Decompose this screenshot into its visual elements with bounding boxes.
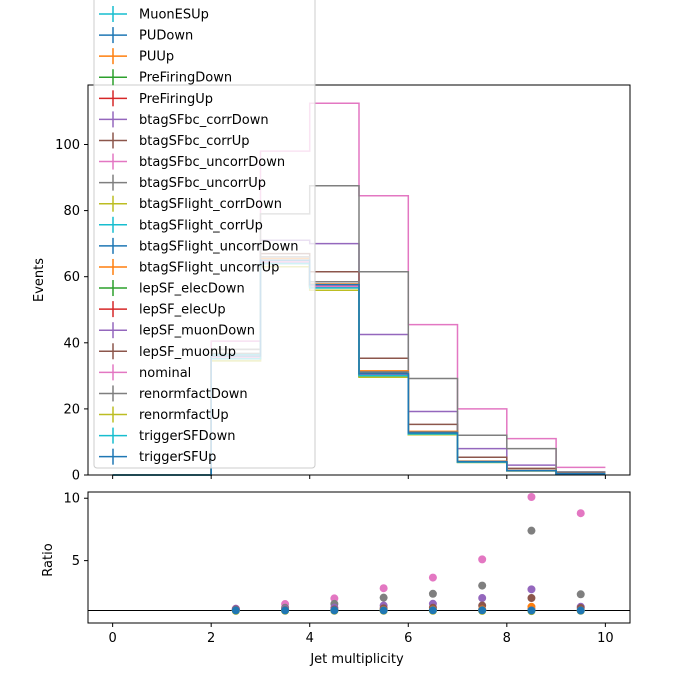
ratio-point-triggerSFUp <box>231 606 240 615</box>
ratio-point-btagSFbc_uncorrUp <box>576 590 585 599</box>
legend: MuonESUp PUDown PUUp PreFiringDown PreFiring… <box>93 0 316 469</box>
legend-label: btagSFlight_corrDown <box>139 197 282 212</box>
legend-label: PUUp <box>139 50 174 65</box>
x-tick-label: 0 <box>108 631 116 646</box>
ratio-points-layer <box>88 492 630 616</box>
ratio-point-btagSFbc_corrDown <box>527 585 536 594</box>
main-y-tick-label: 20 <box>63 402 80 417</box>
legend-item: PUDown <box>99 27 193 44</box>
legend-item: renormfactDown <box>99 385 248 402</box>
ratio-point-btagSFbc_uncorrDown <box>576 509 585 518</box>
legend-item: btagSFbc_uncorrDown <box>99 153 285 170</box>
legend-item: nominal <box>99 364 191 381</box>
legend-item: lepSF_muonDown <box>99 322 255 339</box>
legend-label: btagSFbc_corrUp <box>139 134 250 149</box>
legend-label: MuonESUp <box>139 8 209 23</box>
legend-label: PreFiringDown <box>139 71 232 86</box>
legend-label: btagSFbc_uncorrDown <box>139 155 285 170</box>
ratio-point-btagSFbc_uncorrDown <box>478 555 487 564</box>
legend-item: lepSF_elecUp <box>99 301 226 318</box>
x-tick-label: 2 <box>207 631 215 646</box>
ratio-point-triggerSFUp <box>478 606 487 615</box>
x-tick-label: 4 <box>306 631 314 646</box>
ratio-panel: 5 10 0 2 4 6 8 10 Ratio Jet multiplicity <box>41 491 631 667</box>
legend-item: triggerSFUp <box>99 448 216 465</box>
ratio-point-btagSFbc_uncorrDown <box>527 492 536 501</box>
ratio-y-axis-label: Ratio <box>41 543 56 576</box>
legend-label: btagSFlight_corrUp <box>139 218 263 233</box>
legend-item: triggerSFDown <box>99 427 235 444</box>
legend-label: lepSF_elecDown <box>139 282 245 297</box>
legend-items: MuonESUp PUDown PUUp PreFiringDown PreFiring… <box>99 6 299 465</box>
legend-label: btagSFlight_uncorrDown <box>139 239 299 254</box>
x-tick-label: 6 <box>404 631 412 646</box>
main-plot-frame <box>87 84 631 476</box>
ratio-point-triggerSFUp <box>576 606 585 615</box>
main-y-tick-label: 60 <box>63 270 80 285</box>
legend-item: btagSFbc_uncorrUp <box>99 174 266 191</box>
legend-label: renormfactDown <box>139 387 248 402</box>
legend-item: btagSFbc_corrDown <box>99 111 269 128</box>
legend-label: renormfactUp <box>139 408 229 423</box>
ratio-y-tick-label: 5 <box>72 554 80 569</box>
legend-item: lepSF_elecDown <box>99 280 245 297</box>
legend-item: btagSFbc_corrUp <box>99 132 250 149</box>
legend-label: triggerSFUp <box>139 450 216 465</box>
main-y-tick-label: 80 <box>63 204 80 219</box>
legend-item: btagSFlight_corrUp <box>99 216 263 233</box>
legend-label: lepSF_muonDown <box>139 324 255 339</box>
main-y-tick-label: 0 <box>72 469 80 484</box>
legend-label: btagSFbc_corrDown <box>139 113 269 128</box>
ratio-y-tick-label: 10 <box>63 492 80 507</box>
legend-label: nominal <box>139 366 191 381</box>
x-tick-label: 8 <box>503 631 511 646</box>
ratio-point-btagSFbc_uncorrDown <box>330 594 339 603</box>
legend-label: btagSFbc_uncorrUp <box>139 176 266 191</box>
legend-item: PreFiringUp <box>99 90 213 107</box>
legend-item: btagSFlight_corrDown <box>99 195 282 212</box>
ratio-y-axis: 5 10 <box>63 492 88 569</box>
main-y-axis-label: Events <box>32 258 47 302</box>
legend-item: lepSF_muonUp <box>99 343 236 360</box>
ratio-point-btagSFbc_uncorrUp <box>527 526 536 535</box>
legend-item: PreFiringDown <box>99 69 232 86</box>
legend-label: triggerSFDown <box>139 429 235 444</box>
main-y-axis: 0 20 40 60 80 100 <box>55 138 88 484</box>
ratio-point-btagSFbc_uncorrDown <box>428 573 437 582</box>
legend-frame <box>93 0 316 469</box>
ratio-point-btagSFbc_uncorrUp <box>428 589 437 598</box>
ratio-point-triggerSFUp <box>527 606 536 615</box>
legend-item: btagSFlight_uncorrUp <box>99 258 279 275</box>
legend-label: btagSFlight_uncorrUp <box>139 260 279 275</box>
ratio-point-triggerSFUp <box>281 606 290 615</box>
legend-item: btagSFlight_uncorrDown <box>99 237 299 254</box>
legend-label: lepSF_muonUp <box>139 345 236 360</box>
main-x-tick-marks <box>112 475 606 479</box>
x-axis-label: Jet multiplicity <box>309 652 404 667</box>
ratio-point-btagSFbc_corrDown <box>478 594 487 603</box>
ratio-point-btagSFbc_uncorrUp <box>478 581 487 590</box>
x-tick-label: 10 <box>597 631 614 646</box>
main-y-tick-label: 100 <box>55 138 80 153</box>
legend-item: renormfactUp <box>99 406 229 423</box>
ratio-point-btagSFbc_corrUp <box>527 594 536 603</box>
ratio-point-triggerSFUp <box>330 606 339 615</box>
legend-item: MuonESUp <box>99 6 209 23</box>
main-y-tick-label: 40 <box>63 336 80 351</box>
ratio-point-btagSFbc_uncorrDown <box>379 584 388 593</box>
ratio-x-axis: 0 2 4 6 8 10 <box>108 623 614 646</box>
ratio-point-triggerSFUp <box>379 606 388 615</box>
legend-label: PreFiringUp <box>139 92 213 107</box>
ratio-plot-area <box>88 492 630 623</box>
legend-item: PUUp <box>99 48 174 65</box>
ratio-point-triggerSFUp <box>428 606 437 615</box>
ratio-plot-frame <box>87 491 631 624</box>
legend-label: PUDown <box>139 29 193 44</box>
legend-label: lepSF_elecUp <box>139 303 226 318</box>
ratio-point-btagSFbc_uncorrUp <box>379 593 388 602</box>
